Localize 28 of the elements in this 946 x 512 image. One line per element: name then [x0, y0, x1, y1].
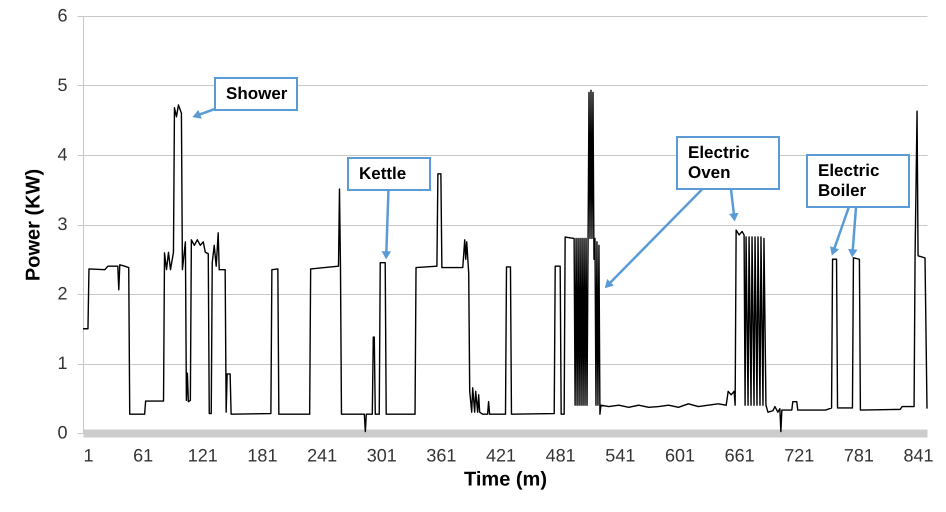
x-tick-label: 301: [366, 446, 397, 466]
x-tick-label: 361: [426, 446, 456, 466]
x-tick-label: 781: [844, 446, 874, 466]
x-tick-label: 421: [486, 446, 516, 466]
x-tick-label: 1: [84, 446, 94, 466]
x-tick-label: 61: [133, 446, 154, 466]
x-tick-label: 841: [904, 446, 934, 466]
annotation: Electric Boiler: [818, 161, 880, 200]
annotation: Kettle: [359, 164, 406, 183]
x-axis-title: Time (m): [464, 468, 547, 490]
x-tick-label: 481: [546, 446, 576, 466]
y-tick-label: 1: [57, 353, 68, 373]
x-tick-label: 181: [247, 446, 278, 466]
y-axis-title: Power (KW): [22, 168, 44, 282]
annotation: Electric Oven: [688, 143, 750, 182]
y-tick-label: 5: [57, 75, 68, 95]
x-tick-label: 121: [188, 446, 218, 466]
x-tick-label: 241: [307, 446, 338, 466]
x-tick-label: 721: [784, 446, 814, 466]
y-tick-label: 6: [57, 6, 68, 26]
y-tick-label: 4: [57, 144, 68, 164]
y-tick-label: 2: [57, 284, 68, 304]
x-tick-label: 601: [664, 446, 695, 466]
annotation: Shower: [226, 84, 288, 103]
y-tick-label: 0: [57, 422, 68, 442]
x-tick-label: 661: [724, 446, 755, 466]
x-tick-label: 541: [605, 446, 636, 466]
y-tick-label: 3: [57, 214, 68, 234]
